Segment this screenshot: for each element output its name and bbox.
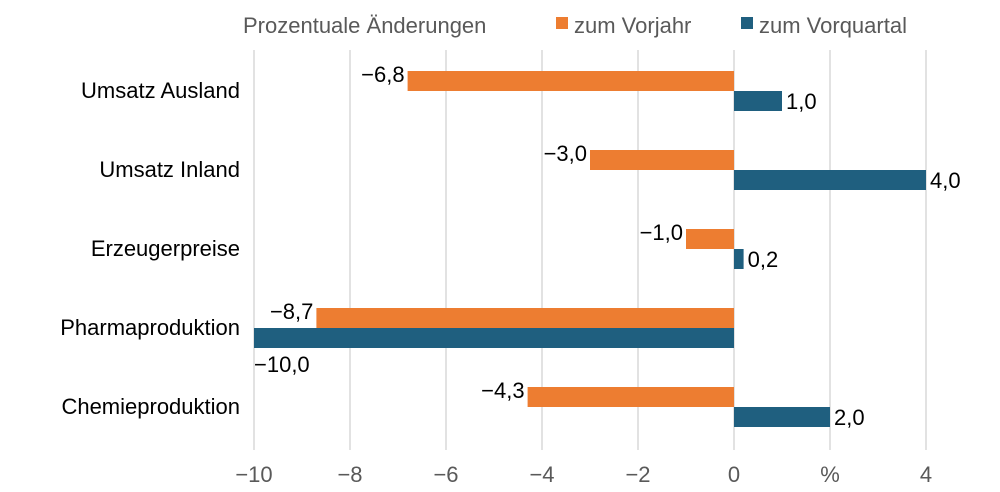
bar-vorjahr xyxy=(407,71,734,91)
bar-vorquartal xyxy=(734,170,926,190)
bar-vorjahr xyxy=(316,308,734,328)
x-tick-label: −10 xyxy=(235,462,272,487)
category-label: Umsatz Inland xyxy=(99,157,240,182)
x-tick-label: −4 xyxy=(529,462,554,487)
data-label: 4,0 xyxy=(930,168,961,193)
x-tick-label: 0 xyxy=(728,462,740,487)
bar-vorquartal xyxy=(254,328,734,348)
bar-vorquartal xyxy=(734,249,744,269)
legend-swatch-vorquartal xyxy=(741,17,753,29)
data-label: 2,0 xyxy=(834,405,865,430)
chart-title: Prozentuale Änderungen xyxy=(243,13,486,38)
bar-vorquartal xyxy=(734,91,782,111)
bars xyxy=(254,71,926,427)
data-label: −6,8 xyxy=(361,62,404,87)
data-labels: −6,8 −3,0 −1,0 −8,7 −4,3 1,0 4,0 0,2 −10,0 2,0 xyxy=(254,62,961,430)
x-tick-label: −8 xyxy=(337,462,362,487)
bar-vorquartal xyxy=(734,407,830,427)
data-label: −8,7 xyxy=(270,299,313,324)
x-tick-label: −6 xyxy=(433,462,458,487)
category-label: Chemieproduktion xyxy=(61,394,240,419)
data-label: −4,3 xyxy=(481,378,524,403)
data-label: 1,0 xyxy=(786,89,817,114)
data-label: −10,0 xyxy=(254,352,310,377)
x-tick-label: % xyxy=(820,462,840,487)
data-label: −3,0 xyxy=(544,141,587,166)
x-tick-labels: −10 −8 −6 −4 −2 0% 4 xyxy=(235,462,932,487)
category-label: Erzeugerpreise xyxy=(91,236,240,261)
bar-vorjahr xyxy=(590,150,734,170)
legend-swatch-vorjahr xyxy=(556,17,568,29)
legend: zum Vorjahr zum Vorquartal xyxy=(556,13,907,38)
bar-vorjahr xyxy=(686,229,734,249)
x-tick-label: 4 xyxy=(920,462,932,487)
bar-vorjahr xyxy=(527,387,734,407)
data-label: 0,2 xyxy=(748,247,779,272)
x-tick-label: −2 xyxy=(625,462,650,487)
legend-label-vorquartal: zum Vorquartal xyxy=(759,13,907,38)
category-labels: Umsatz Ausland Umsatz Inland Erzeugerpreis… xyxy=(60,78,240,419)
header: Prozentuale Änderungen zum Vorjahr zum V… xyxy=(243,13,907,38)
data-label: −1,0 xyxy=(640,220,683,245)
category-label: Pharmaproduktion xyxy=(60,315,240,340)
category-label: Umsatz Ausland xyxy=(81,78,240,103)
legend-label-vorjahr: zum Vorjahr xyxy=(574,13,691,38)
